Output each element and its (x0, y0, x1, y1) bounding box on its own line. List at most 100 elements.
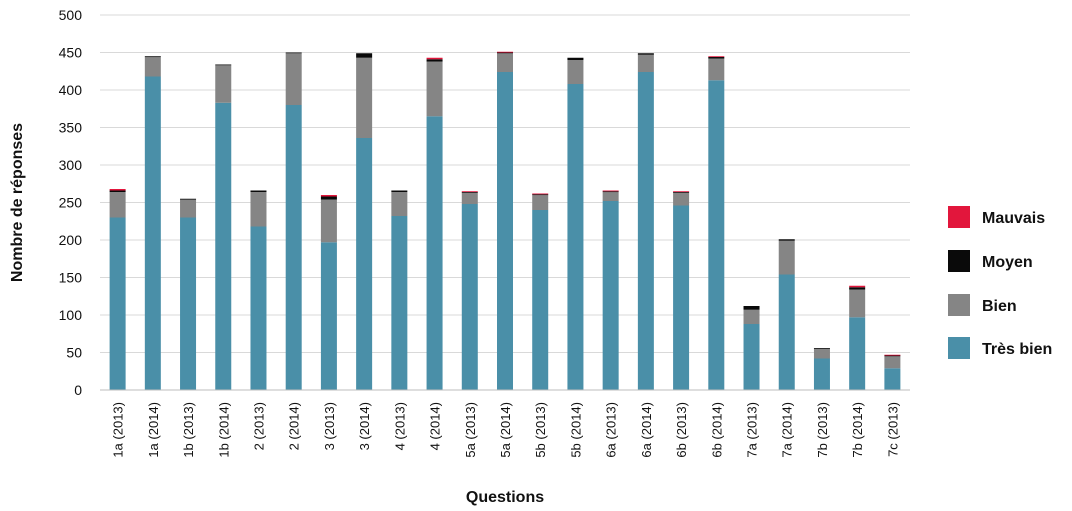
bar-segment-trs-bien (884, 368, 901, 390)
bar-segment-trs-bien (180, 217, 197, 390)
legend-swatch (948, 337, 970, 359)
bar-segment-mauvais (708, 56, 725, 58)
x-tick-label: 5b (2013) (533, 402, 548, 458)
legend-label: Très bien (982, 341, 1052, 358)
bar-segment-trs-bien (426, 116, 443, 390)
bar-segment-bien (637, 54, 654, 72)
legend-item: Mauvais (948, 206, 1045, 228)
legend-swatch (948, 206, 970, 228)
bar-segment-moyen (320, 196, 337, 200)
x-tick-label: 5a (2014) (498, 402, 513, 458)
x-tick-label: 2 (2013) (251, 402, 266, 450)
bar-segment-bien (567, 60, 584, 84)
bar-stack (426, 57, 443, 390)
bar-segment-bien (778, 240, 795, 275)
bar-segment-trs-bien (356, 138, 373, 390)
bar-stack (743, 306, 760, 390)
bar-segment-trs-bien (215, 102, 232, 390)
legend-swatch (948, 294, 970, 316)
bar-segment-bien (602, 192, 619, 201)
bar-segment-bien (356, 57, 373, 138)
legend-item: Moyen (948, 250, 1033, 272)
y-axis-ticks: 0 50 100 150 200 250 300 350 400 450 500 (59, 7, 83, 398)
bar-segment-moyen (743, 306, 760, 310)
bar-segment-trs-bien (320, 242, 337, 390)
bar-segment-bien (144, 57, 161, 77)
bar-stack (180, 198, 197, 390)
bar-segment-trs-bien (637, 72, 654, 390)
x-tick-label: 5a (2013) (463, 402, 478, 458)
x-tick-label: 4 (2013) (392, 402, 407, 450)
bar-segment-moyen (778, 239, 795, 241)
x-tick-label: 7a (2013) (745, 402, 760, 458)
bar-segment-bien (743, 309, 760, 324)
y-tick-label: 0 (74, 382, 82, 398)
bar-segment-trs-bien (250, 226, 267, 390)
bar-segment-moyen (426, 59, 443, 62)
bar-stack (356, 53, 373, 390)
bar-segment-bien (320, 199, 337, 243)
bar-segment-moyen (180, 198, 197, 200)
bar-segment-mauvais (320, 195, 337, 197)
bar-segment-trs-bien (673, 205, 690, 390)
bar-segment-bien (426, 61, 443, 117)
x-tick-label: 1a (2013) (111, 402, 126, 458)
y-axis-title: Nombre de réponses (9, 123, 26, 282)
bar-stack (497, 51, 513, 390)
bar-segment-bien (884, 356, 901, 369)
x-tick-label: 4 (2014) (428, 402, 443, 450)
x-tick-label: 1a (2014) (146, 402, 161, 458)
bar-segment-moyen (602, 191, 619, 193)
bar-segment-bien (849, 289, 866, 318)
bar-segment-bien (180, 199, 197, 218)
x-tick-label: 3 (2013) (322, 402, 337, 450)
bar-segment-trs-bien (144, 76, 161, 390)
bar-segment-mauvais (109, 189, 126, 191)
bar-stack (320, 195, 337, 390)
bar-segment-trs-bien (497, 72, 513, 390)
bar-segment-moyen (144, 56, 161, 58)
bar-segment-moyen (285, 52, 302, 54)
legend-label: Mauvais (982, 210, 1045, 227)
bar-segment-mauvais (849, 285, 866, 288)
x-tick-label: 3 (2014) (357, 402, 372, 450)
bar-stack (602, 190, 619, 390)
bar-segment-bien (215, 65, 232, 103)
bar-segment-mauvais (532, 193, 549, 195)
legend: Mauvais Moyen Bien Très bien (948, 206, 1052, 359)
bar-segment-moyen (884, 355, 901, 357)
y-tick-label: 400 (59, 82, 83, 98)
y-tick-label: 200 (59, 232, 83, 248)
legend-item: Très bien (948, 337, 1052, 359)
bar-stack (708, 56, 725, 390)
legend-label: Bien (982, 298, 1017, 315)
bar-segment-moyen (849, 287, 866, 290)
x-tick-label: 7b (2013) (815, 402, 830, 458)
bar-segment-trs-bien (849, 317, 866, 390)
bar-stack (567, 57, 584, 390)
x-axis-ticks: 1a (2013) 1a (2014) 1b (2013) 1b (2014) 2 (2… (111, 402, 901, 458)
bar-stack (144, 56, 161, 390)
legend-label: Moyen (982, 254, 1033, 271)
bar-segment-moyen (708, 57, 725, 59)
bar-stack (778, 239, 795, 390)
y-tick-label: 500 (59, 7, 83, 23)
bar-segment-moyen (391, 190, 408, 192)
x-axis-title: Questions (466, 489, 544, 506)
y-tick-label: 300 (59, 157, 83, 173)
bar-segment-trs-bien (708, 80, 725, 390)
bar-segment-trs-bien (391, 216, 408, 390)
bar-segment-trs-bien (602, 201, 619, 390)
bar-segment-moyen (813, 348, 830, 349)
bar-segment-bien (497, 53, 513, 72)
bar-segment-trs-bien (532, 210, 549, 390)
bar-segment-mauvais (497, 51, 513, 53)
bar-stack (813, 348, 830, 390)
x-tick-label: 7a (2014) (780, 402, 795, 458)
bar-segment-trs-bien (285, 105, 302, 390)
x-tick-label: 7c (2013) (885, 402, 900, 457)
bar-segment-mauvais (602, 190, 619, 192)
x-tick-label: 6b (2014) (709, 402, 724, 458)
bar-stack (285, 52, 302, 390)
